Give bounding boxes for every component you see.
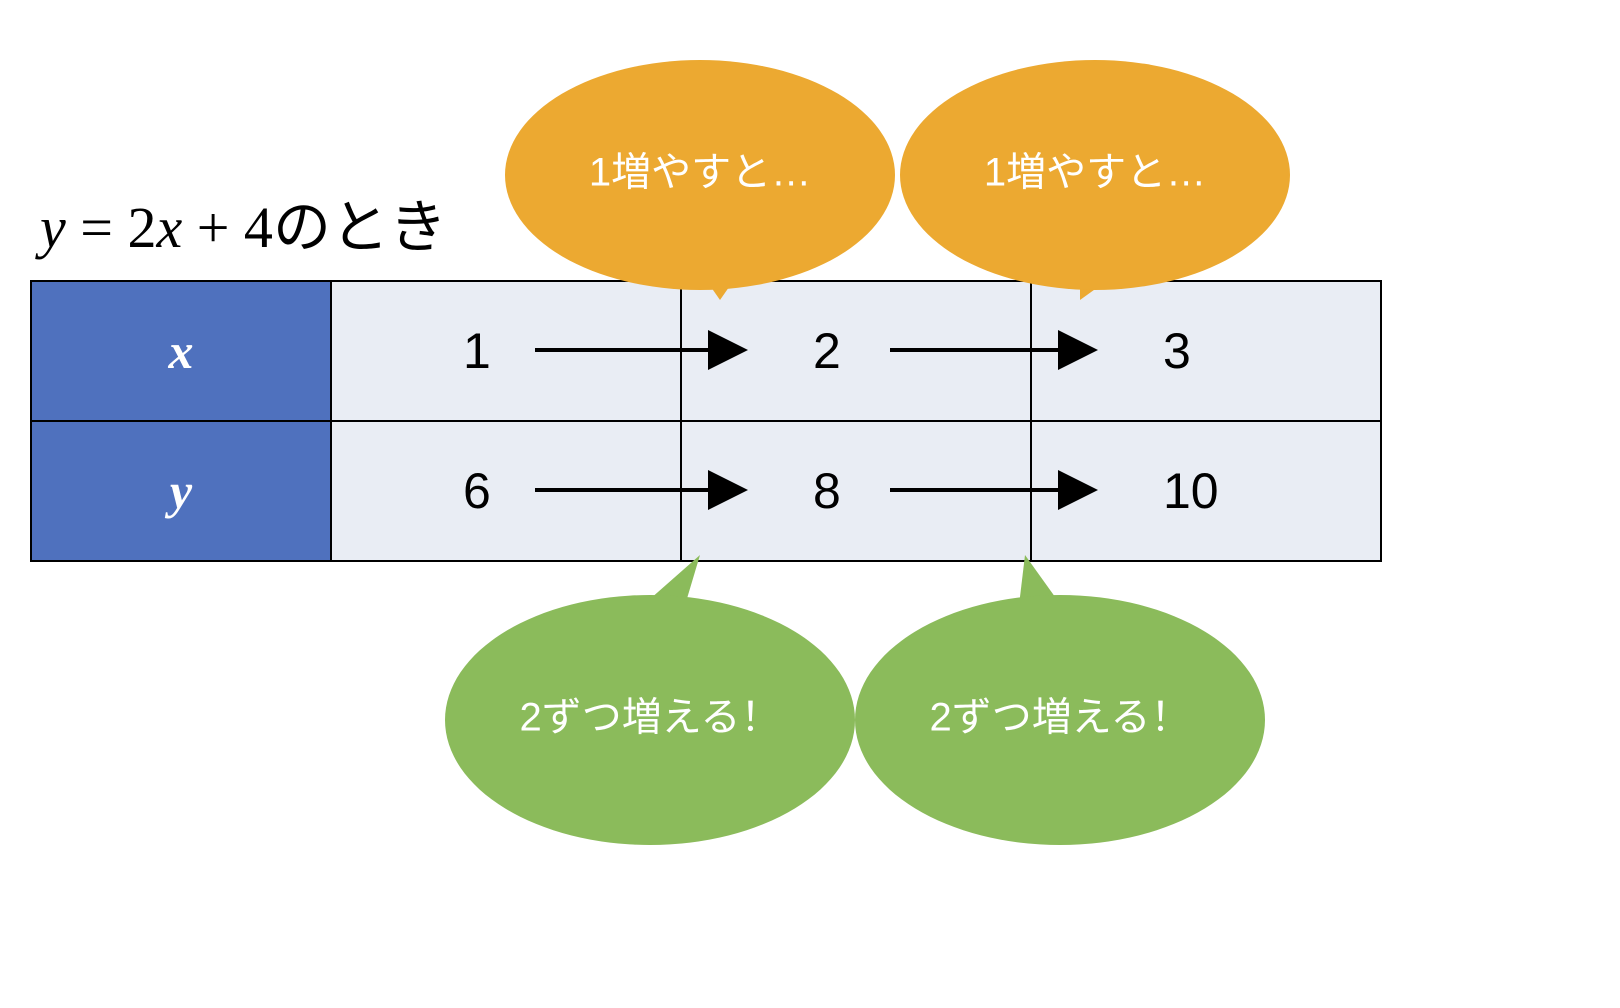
bubble-ellipse (900, 60, 1290, 290)
bubble-ellipse (855, 595, 1265, 845)
cell-x-2: 3 (1031, 281, 1381, 421)
bottom-bubble-1: 2ずつ増える！ (855, 555, 1265, 845)
cell-value: 8 (813, 462, 841, 520)
cell-x-0: 1 (331, 281, 681, 421)
bubble-tail (1015, 555, 1085, 639)
bubble-text: 2ずつ増える！ (929, 696, 1190, 740)
cell-y-1: 8 (681, 421, 1031, 561)
x-var: x (156, 195, 182, 260)
row-header-x: x (31, 281, 331, 421)
equation-title: y = 2x + 4のとき (40, 180, 447, 264)
bubble-tail (605, 555, 700, 639)
bubble-text: 1増やすと… (589, 151, 811, 195)
bubble-text: 2ずつ増える！ (519, 696, 780, 740)
top-bubble-1: 1増やすと… (900, 60, 1290, 300)
cell-y-2: 10 (1031, 421, 1381, 561)
cell-value: 2 (813, 322, 841, 380)
bottom-bubble-0: 2ずつ増える！ (445, 555, 855, 845)
value-table: x 1 2 3 y 6 8 10 (30, 280, 1382, 562)
cell-value: 10 (1163, 462, 1219, 520)
cell-value: 1 (463, 322, 491, 380)
suffix: のとき (273, 195, 447, 260)
cell-y-0: 6 (331, 421, 681, 561)
y-var: y (40, 195, 66, 260)
top-bubble-0: 1増やすと… (505, 60, 895, 300)
plus-part: + 4 (182, 195, 273, 260)
bubble-ellipse (505, 60, 895, 290)
row-header-y: y (31, 421, 331, 561)
bubble-text: 1増やすと… (984, 151, 1206, 195)
table-row: y 6 8 10 (31, 421, 1381, 561)
eq-part: = 2 (66, 195, 157, 260)
cell-value: 6 (463, 462, 491, 520)
bubble-ellipse (445, 595, 855, 845)
cell-x-1: 2 (681, 281, 1031, 421)
table-row: x 1 2 3 (31, 281, 1381, 421)
cell-value: 3 (1163, 322, 1191, 380)
